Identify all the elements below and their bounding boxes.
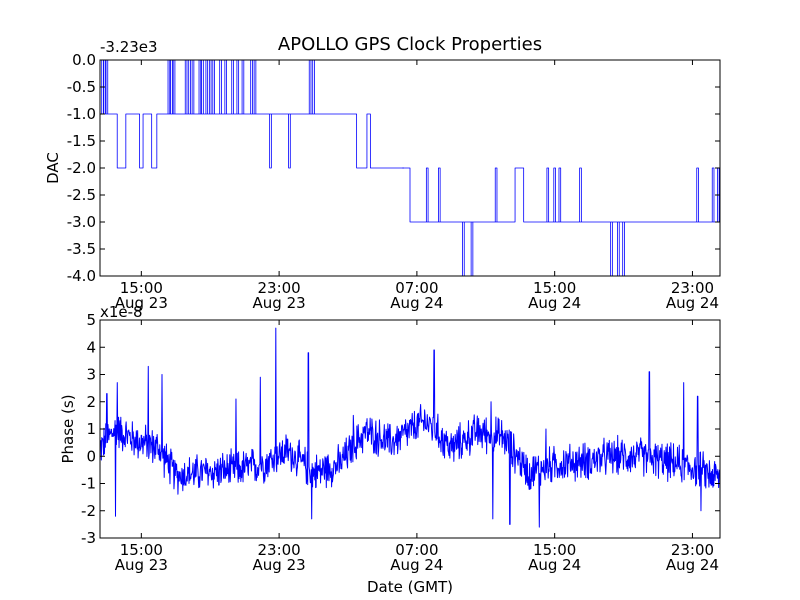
dac-ylabel: DAC	[44, 152, 62, 184]
dac-panel: -3.23e3 DAC 0.0 -0.5 -1.0 -1.5 -2.0 -2.5 -3.0 -…	[44, 38, 721, 312]
y-tick-label: -1.5	[67, 132, 96, 150]
y-tick-label: 4	[86, 338, 96, 356]
x-tick-time-label: 23:00	[671, 279, 714, 297]
y-tick-label: -2	[81, 502, 96, 520]
y-tick-label: -2.0	[67, 159, 96, 177]
y-tick-label: -1.0	[67, 105, 96, 123]
dac-spike	[696, 167, 699, 222]
dac-spike	[425, 167, 429, 222]
y-tick-label: -2.5	[67, 186, 96, 204]
x-tick-time-label: 15:00	[120, 541, 163, 559]
dac-spike	[494, 167, 498, 222]
dac-spike	[438, 167, 441, 222]
dac-spike	[553, 167, 556, 222]
x-tick-date-label: Aug 24	[666, 294, 719, 312]
phase-axes-frame	[99, 319, 721, 539]
x-tick-date-label: Aug 24	[666, 556, 719, 574]
y-tick-label: 5	[86, 311, 96, 329]
x-tick-time-label: 07:00	[395, 279, 438, 297]
x-tick-time-label: 23:00	[257, 279, 300, 297]
dac-offset-text: -3.23e3	[100, 38, 158, 56]
x-tick-date-label: Aug 24	[528, 294, 581, 312]
x-tick-time-label: 15:00	[533, 279, 576, 297]
x-tick-date-label: Aug 24	[390, 556, 443, 574]
x-tick-time-label: 23:00	[257, 541, 300, 559]
dac-spike	[579, 167, 582, 222]
dac-spike	[546, 167, 550, 222]
x-tick-time-label: 23:00	[671, 541, 714, 559]
x-tick-time-label: 07:00	[395, 541, 438, 559]
x-tick-date-label: Aug 23	[253, 556, 306, 574]
chart-title: APOLLO GPS Clock Properties	[278, 34, 542, 55]
x-tick-time-label: 15:00	[533, 541, 576, 559]
x-axis-label: Date (GMT)	[367, 578, 453, 596]
phase-offset-text: x1e-8	[100, 303, 143, 321]
y-tick-label: 1	[86, 420, 96, 438]
x-tick-date-label: Aug 23	[253, 294, 306, 312]
dac-step-line	[100, 113, 720, 223]
phase-y-ticks: 5 4 3 2 1 0 -1 -2 -3	[81, 311, 720, 547]
dac-spike	[711, 167, 715, 222]
dac-axes-frame	[99, 59, 721, 277]
x-tick-time-label: 15:00	[120, 279, 163, 297]
y-tick-label: -3	[81, 529, 96, 547]
dac-spike	[269, 114, 272, 169]
y-tick-label: 0.0	[72, 51, 96, 69]
x-tick-date-label: Aug 24	[390, 294, 443, 312]
x-tick-date-label: Aug 24	[528, 556, 581, 574]
y-tick-label: 2	[86, 393, 96, 411]
y-tick-label: 0	[86, 447, 96, 465]
y-tick-label: -1	[81, 475, 96, 493]
y-tick-label: -3.5	[67, 240, 96, 258]
phase-series	[99, 327, 721, 528]
x-tick-date-label: Aug 23	[115, 294, 168, 312]
y-tick-label: 3	[86, 366, 96, 384]
phase-line	[99, 327, 721, 528]
x-tick-date-label: Aug 23	[115, 556, 168, 574]
phase-ylabel: Phase (s)	[59, 394, 77, 463]
dac-spike	[288, 114, 291, 169]
dac-spike	[558, 167, 562, 222]
dac-y-ticks: 0.0 -0.5 -1.0 -1.5 -2.0 -2.5 -3.0 -3.5 -4.0	[67, 51, 720, 285]
y-tick-label: -3.0	[67, 213, 96, 231]
y-tick-label: -0.5	[67, 78, 96, 96]
y-tick-label: -4.0	[67, 267, 96, 285]
